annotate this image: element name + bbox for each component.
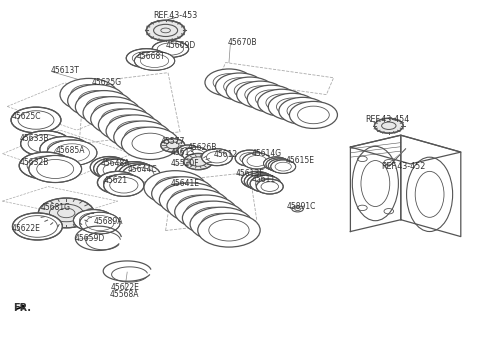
Text: 45633B: 45633B <box>19 134 48 143</box>
Ellipse shape <box>247 174 278 191</box>
Text: 45632B: 45632B <box>19 158 48 167</box>
Ellipse shape <box>241 171 272 188</box>
Text: 45641E: 45641E <box>170 179 199 188</box>
Ellipse shape <box>106 115 164 147</box>
Ellipse shape <box>60 78 118 111</box>
Ellipse shape <box>90 156 129 178</box>
Text: 45577: 45577 <box>161 137 185 146</box>
Ellipse shape <box>216 73 264 100</box>
Text: 45644C: 45644C <box>127 165 157 174</box>
Ellipse shape <box>21 131 71 156</box>
Text: FR.: FR. <box>13 303 31 313</box>
Text: 45613T: 45613T <box>50 67 79 75</box>
Ellipse shape <box>175 195 237 229</box>
Ellipse shape <box>184 153 213 170</box>
Ellipse shape <box>247 85 295 112</box>
Ellipse shape <box>266 158 291 171</box>
Ellipse shape <box>68 84 125 117</box>
Ellipse shape <box>242 153 271 169</box>
Ellipse shape <box>235 150 264 166</box>
Ellipse shape <box>374 118 403 133</box>
Text: 45622E: 45622E <box>12 224 41 233</box>
Ellipse shape <box>144 171 206 204</box>
Ellipse shape <box>121 127 179 160</box>
Text: 45611: 45611 <box>252 175 276 184</box>
Ellipse shape <box>122 164 160 186</box>
Text: 45648A: 45648A <box>101 160 130 168</box>
Ellipse shape <box>75 91 133 123</box>
Text: 45625G: 45625G <box>91 78 121 87</box>
Text: 45568A: 45568A <box>110 290 140 299</box>
Text: 45613: 45613 <box>170 148 195 157</box>
Text: 45689A: 45689A <box>94 217 123 226</box>
Ellipse shape <box>256 179 283 194</box>
Ellipse shape <box>73 210 114 231</box>
Ellipse shape <box>47 140 97 166</box>
Text: 45622E: 45622E <box>110 284 139 292</box>
Ellipse shape <box>198 213 260 247</box>
Ellipse shape <box>126 49 167 68</box>
Text: 45613E: 45613E <box>235 169 264 177</box>
Text: 45670B: 45670B <box>228 38 257 47</box>
Ellipse shape <box>134 51 175 70</box>
Ellipse shape <box>114 121 171 153</box>
Ellipse shape <box>40 137 90 162</box>
Text: 45614G: 45614G <box>252 149 282 158</box>
Text: 45891C: 45891C <box>287 202 316 211</box>
Ellipse shape <box>91 103 148 135</box>
Ellipse shape <box>19 152 72 179</box>
Ellipse shape <box>182 147 209 162</box>
Ellipse shape <box>80 212 120 234</box>
Ellipse shape <box>190 207 252 241</box>
Ellipse shape <box>289 101 337 128</box>
Ellipse shape <box>29 155 82 183</box>
Ellipse shape <box>264 157 288 170</box>
Ellipse shape <box>202 149 232 166</box>
Ellipse shape <box>98 109 156 141</box>
Ellipse shape <box>97 159 135 181</box>
Text: 45659D: 45659D <box>74 234 105 243</box>
Ellipse shape <box>152 41 189 57</box>
Ellipse shape <box>115 162 154 183</box>
Text: 45625C: 45625C <box>12 112 41 121</box>
Text: REF.43-453: REF.43-453 <box>153 11 197 20</box>
Ellipse shape <box>161 139 185 152</box>
Ellipse shape <box>104 174 144 196</box>
Ellipse shape <box>182 201 245 235</box>
Ellipse shape <box>146 20 185 41</box>
Ellipse shape <box>152 177 214 211</box>
Ellipse shape <box>167 189 229 223</box>
Ellipse shape <box>94 158 132 179</box>
Ellipse shape <box>268 93 316 120</box>
Text: 45669D: 45669D <box>166 41 196 50</box>
Ellipse shape <box>205 69 253 96</box>
Text: 45621: 45621 <box>103 176 127 185</box>
Ellipse shape <box>38 198 94 228</box>
Text: REF.43-452: REF.43-452 <box>382 162 426 171</box>
Ellipse shape <box>178 145 199 157</box>
Text: REF.43-454: REF.43-454 <box>365 116 409 124</box>
Ellipse shape <box>119 163 157 185</box>
Ellipse shape <box>11 107 61 133</box>
Text: 45615E: 45615E <box>286 156 314 165</box>
Ellipse shape <box>268 159 293 172</box>
Ellipse shape <box>271 160 296 173</box>
Ellipse shape <box>83 97 141 129</box>
Ellipse shape <box>159 183 222 217</box>
Text: 45626B: 45626B <box>187 143 216 151</box>
Text: 45668T: 45668T <box>137 52 166 61</box>
Ellipse shape <box>279 97 327 124</box>
Ellipse shape <box>258 89 306 116</box>
Ellipse shape <box>244 173 275 190</box>
Ellipse shape <box>226 77 274 104</box>
Text: 45681G: 45681G <box>41 203 71 212</box>
Ellipse shape <box>97 171 138 194</box>
Ellipse shape <box>237 81 285 108</box>
Text: 45685A: 45685A <box>55 146 84 155</box>
Ellipse shape <box>250 175 281 192</box>
Text: 45612: 45612 <box>214 150 238 159</box>
Text: 45520F: 45520F <box>170 160 199 168</box>
Ellipse shape <box>12 213 62 240</box>
